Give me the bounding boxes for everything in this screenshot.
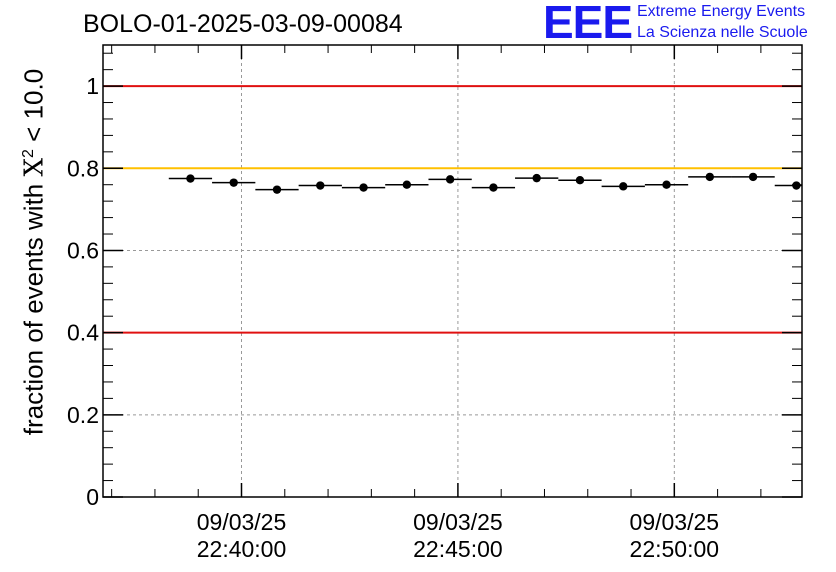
y-tick-label: 0.6 <box>67 237 99 263</box>
x-tick-label-date: 09/03/25 <box>197 509 287 535</box>
data-point-marker <box>359 183 368 192</box>
data-point <box>168 174 213 183</box>
data-point <box>428 175 472 184</box>
eee-logo: EEE Extreme Energy Events La Scienza nel… <box>543 0 833 48</box>
data-point <box>558 175 602 185</box>
x-tick-label-time: 22:50:00 <box>630 536 720 562</box>
plot-frame <box>102 44 803 498</box>
y-tick-label: 0 <box>86 484 99 510</box>
grid-layer <box>103 45 802 497</box>
reference-lines <box>103 85 802 334</box>
data-point-marker <box>705 172 715 182</box>
data-point-marker <box>792 181 801 190</box>
y-tick-label: 0.8 <box>67 155 99 181</box>
y-axis-label: fraction of events with X2 < 10.0 <box>19 69 50 435</box>
data-point <box>774 181 802 190</box>
tick-labels: 00.20.40.60.8109/03/2522:40:0009/03/2522… <box>67 73 719 562</box>
data-point-marker <box>445 175 455 184</box>
data-point <box>255 185 299 194</box>
data-point <box>601 182 645 191</box>
data-point <box>818 179 836 187</box>
data-point-marker <box>619 182 628 191</box>
y-tick-label: 1 <box>86 73 99 99</box>
x-tick-label-time: 22:45:00 <box>413 536 503 562</box>
data-point-marker <box>575 175 585 185</box>
data-series <box>168 172 836 194</box>
x-tick-label-time: 22:40:00 <box>197 536 287 562</box>
x-tick-label-date: 09/03/25 <box>630 509 720 535</box>
chi-exponent: 2 <box>19 149 37 158</box>
data-point-marker <box>662 180 671 189</box>
data-point-marker <box>489 183 498 192</box>
data-point <box>644 180 689 189</box>
eee-logo-line2: La Scienza nelle Scuole <box>637 24 808 41</box>
axis-ticks <box>103 45 802 498</box>
y-axis-label-prefix: fraction of events with <box>18 183 49 436</box>
data-point <box>471 183 516 192</box>
data-point <box>731 172 775 182</box>
data-point-marker <box>316 181 325 190</box>
data-point <box>688 172 732 182</box>
x-tick-label-date: 09/03/25 <box>413 509 503 535</box>
data-point-marker <box>532 173 541 183</box>
chart-title: BOLO-01-2025-03-09-00084 <box>83 10 403 38</box>
data-point-marker <box>402 180 412 189</box>
eee-logo-line1: Extreme Energy Events <box>637 3 806 20</box>
eee-logo-mark: EEE <box>543 0 633 48</box>
chi-symbol: X <box>19 157 50 177</box>
data-point-marker <box>229 178 238 187</box>
data-point-marker <box>186 174 195 183</box>
data-point <box>298 181 342 190</box>
data-point <box>212 178 256 187</box>
data-point <box>515 173 559 183</box>
y-tick-label: 0.4 <box>67 320 99 346</box>
y-tick-label: 0.2 <box>67 402 99 428</box>
data-point-marker <box>272 185 282 194</box>
y-axis-label-suffix: < 10.0 <box>18 68 49 142</box>
data-point <box>385 180 429 189</box>
data-point-marker <box>748 172 758 182</box>
data-point <box>341 183 386 192</box>
